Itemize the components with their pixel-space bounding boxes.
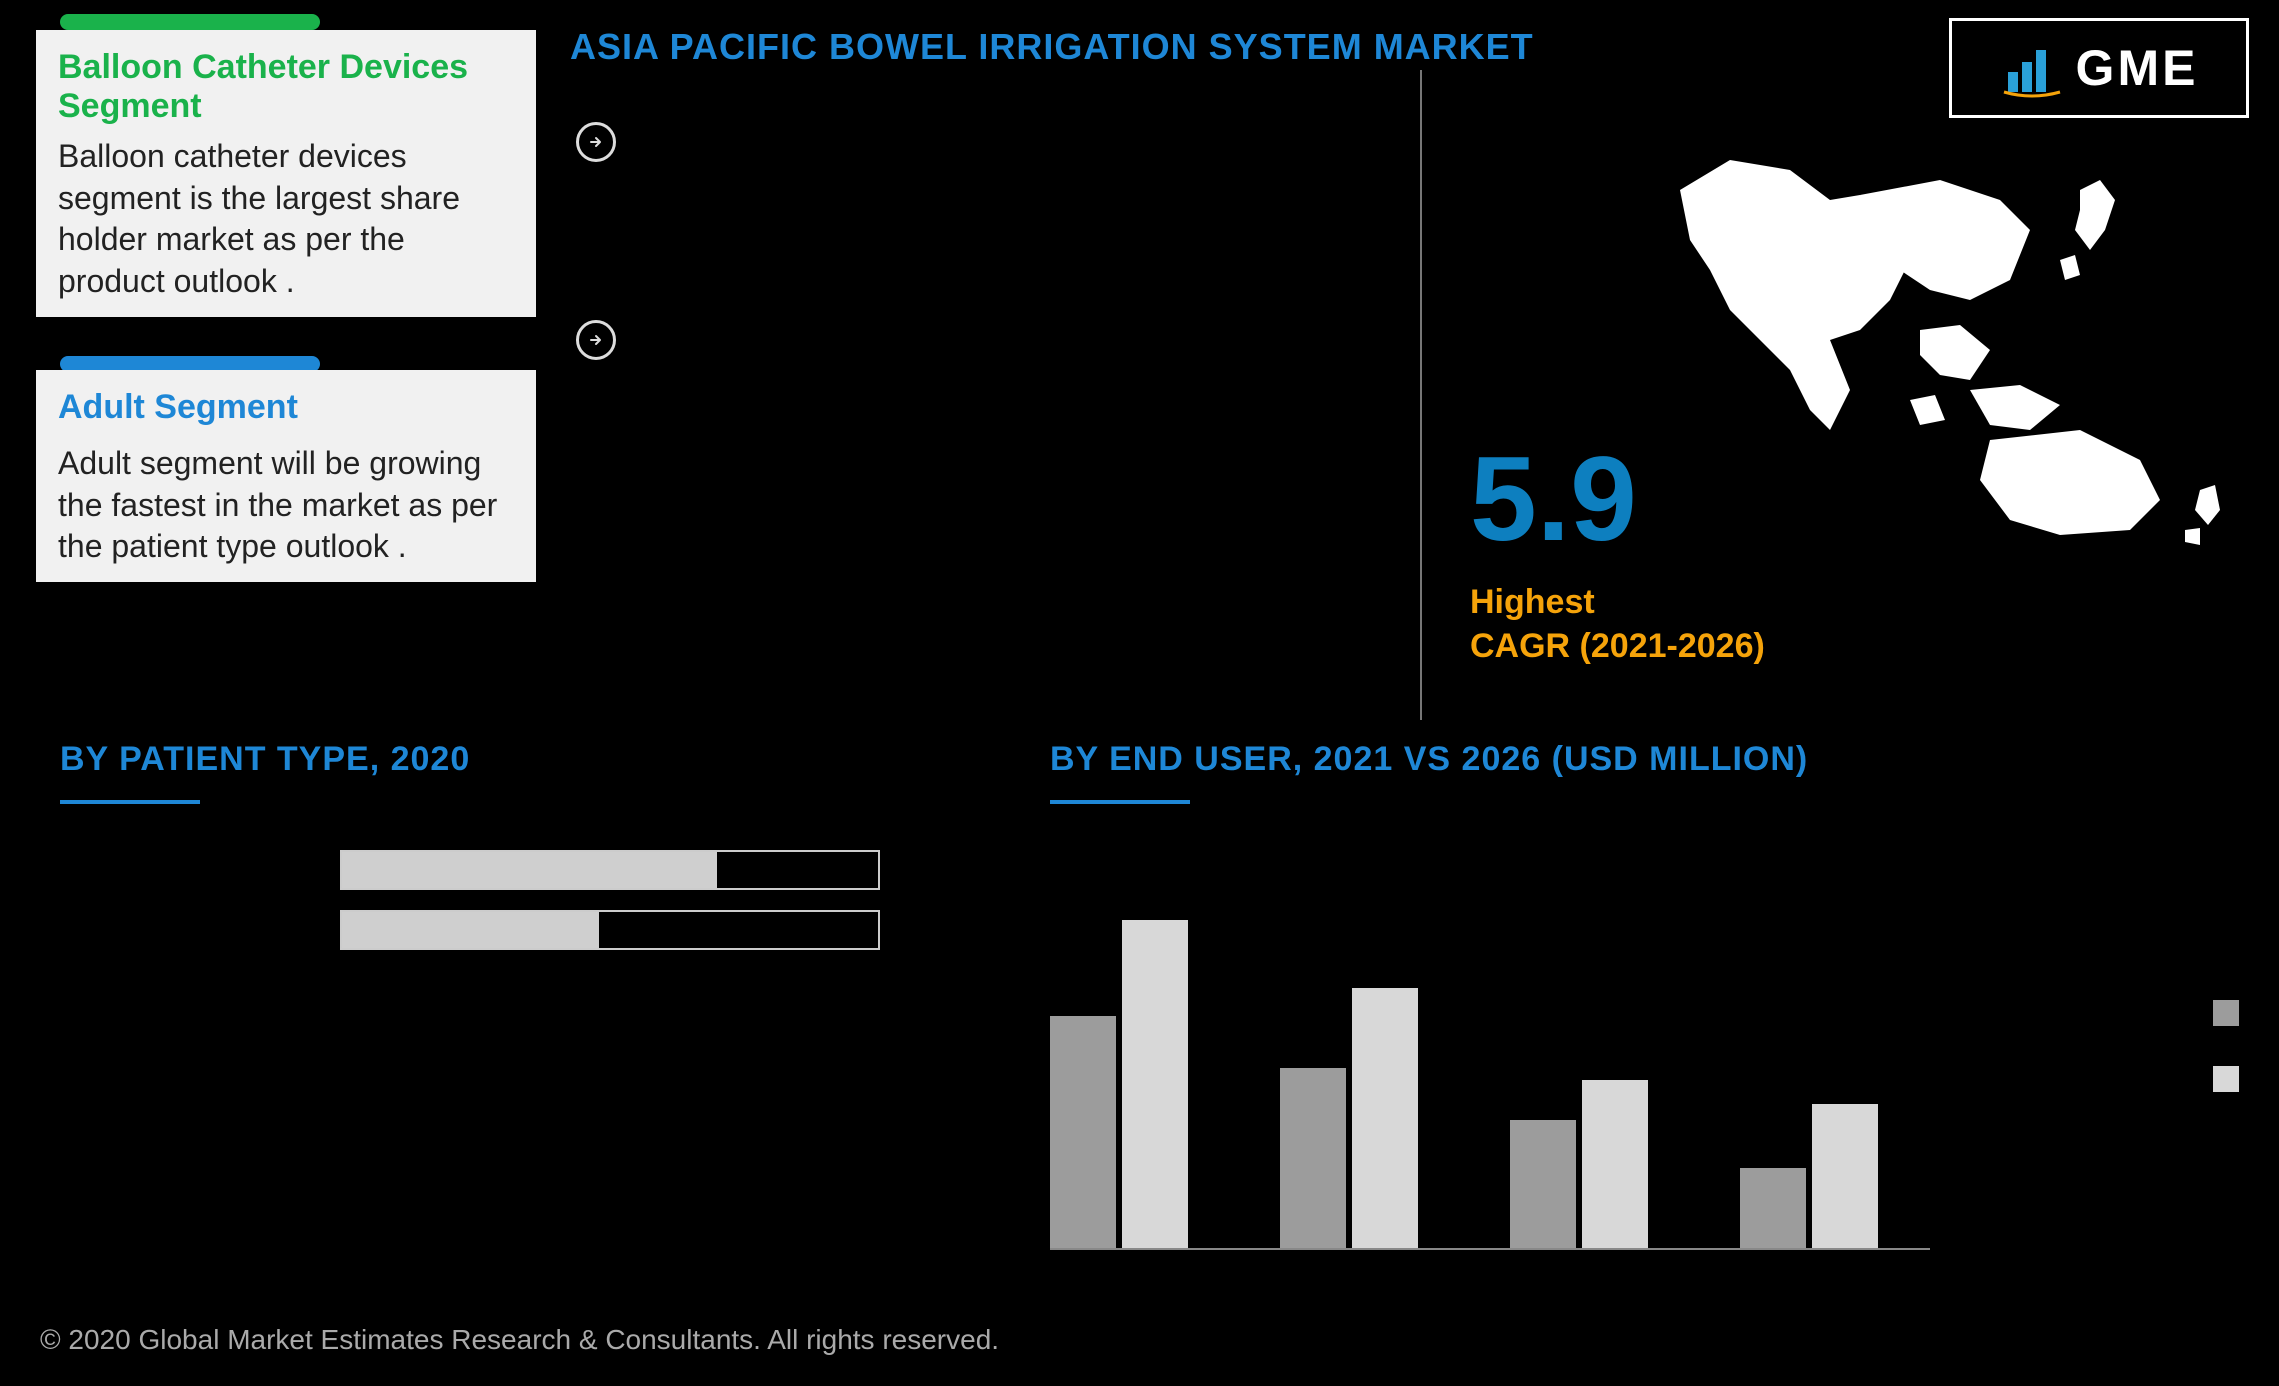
cagr-label: Highest CAGR (2021-2026): [1470, 580, 1765, 668]
card-body: Adult segment will be growing the fastes…: [58, 443, 514, 568]
hbar-row: [340, 850, 880, 890]
end-user-bar-chart: [1050, 850, 1930, 1250]
vbar-2026: [1122, 920, 1188, 1248]
arrow-right-circle-icon: [576, 122, 616, 162]
vbar-group: [1280, 988, 1430, 1248]
cagr-value: 5.9: [1470, 430, 1637, 568]
hbar-fill: [342, 852, 717, 888]
asia-pacific-map-icon: [1660, 130, 2240, 550]
card-title: Adult Segment: [58, 388, 514, 427]
vbar-2021: [1280, 1068, 1346, 1248]
section-underline: [60, 800, 200, 804]
vbar-2026: [1352, 988, 1418, 1248]
hbar-row: [340, 910, 880, 950]
chart-baseline: [1050, 1248, 1930, 1250]
section-header-patient-type: BY PATIENT TYPE, 2020: [60, 740, 470, 779]
vbar-2026: [1812, 1104, 1878, 1248]
card-balloon-catheter: Balloon Catheter Devices Segment Balloon…: [36, 30, 536, 317]
card-accent-green: [60, 14, 320, 30]
patient-type-bar-chart: [340, 850, 880, 970]
logo-mark-icon: [2000, 36, 2064, 100]
page-title: ASIA PACIFIC BOWEL IRRIGATION SYSTEM MAR…: [570, 26, 1534, 68]
chart-legend: [2213, 1000, 2239, 1092]
section-header-end-user: BY END USER, 2021 VS 2026 (USD MILLION): [1050, 740, 1808, 779]
vbar-2021: [1510, 1120, 1576, 1248]
gme-logo: GME: [1949, 18, 2249, 118]
copyright-footer: © 2020 Global Market Estimates Research …: [40, 1324, 999, 1356]
section-underline: [1050, 800, 1190, 804]
arrow-right-circle-icon: [576, 320, 616, 360]
cagr-label-line2: CAGR (2021-2026): [1470, 627, 1765, 665]
card-title: Balloon Catheter Devices Segment: [58, 48, 514, 126]
card-body: Balloon catheter devices segment is the …: [58, 136, 514, 302]
vbar-2021: [1050, 1016, 1116, 1248]
cagr-label-line1: Highest: [1470, 583, 1595, 621]
vbar-group: [1740, 1104, 1890, 1248]
legend-swatch: [2213, 1066, 2239, 1092]
vbar-2021: [1740, 1168, 1806, 1248]
hbar-fill: [342, 912, 599, 948]
vbar-2026: [1582, 1080, 1648, 1248]
vbar-group: [1510, 1080, 1660, 1248]
card-adult-segment: Adult Segment Adult segment will be grow…: [36, 370, 536, 582]
vertical-divider: [1420, 70, 1422, 720]
logo-text: GME: [2076, 39, 2199, 97]
legend-swatch: [2213, 1000, 2239, 1026]
infographic-root: Balloon Catheter Devices Segment Balloon…: [0, 0, 2279, 1386]
vbar-group: [1050, 920, 1200, 1248]
